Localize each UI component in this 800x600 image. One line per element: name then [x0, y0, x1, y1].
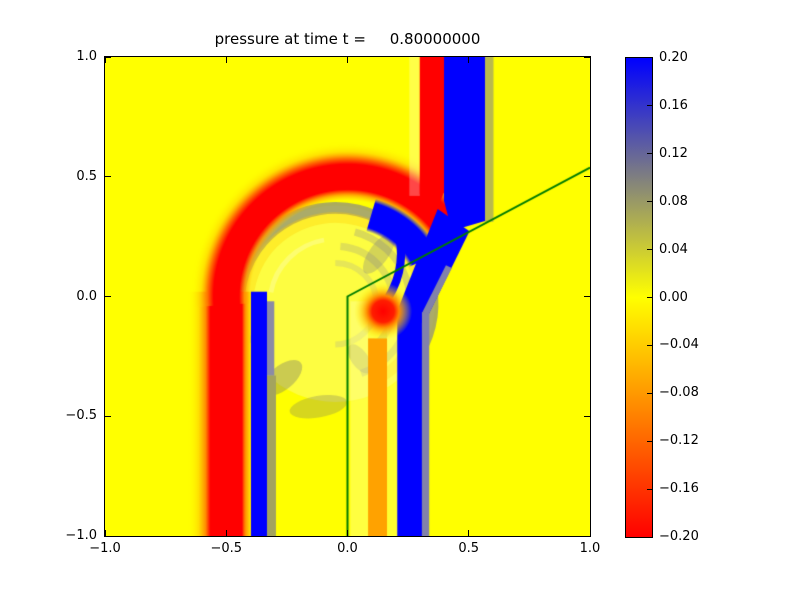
y-tick-label: 0.0: [76, 288, 97, 304]
pressure-heatmap-canvas: [105, 57, 590, 536]
colorbar-tick: [647, 153, 652, 155]
y-tick: [584, 56, 590, 58]
x-tick: [589, 57, 591, 63]
y-tick-label: 1.0: [76, 49, 97, 64]
colorbar-tick: [647, 440, 652, 442]
colorbar-tick-label: −0.08: [659, 385, 699, 401]
colorbar-tick-label: 0.08: [659, 193, 688, 209]
y-tick-label: −1.0: [65, 528, 97, 543]
colorbar-tick: [647, 392, 652, 394]
colorbar: [625, 57, 653, 538]
colorbar-tick-label: 0.00: [659, 289, 688, 305]
y-tick: [105, 535, 111, 537]
x-tick: [225, 530, 227, 536]
colorbar-tick-label: 0.12: [659, 145, 688, 161]
colorbar-tick-label: −0.20: [659, 529, 699, 544]
x-tick-label: 0.0: [337, 541, 358, 556]
y-tick: [584, 415, 590, 417]
x-tick-label: −1.0: [89, 541, 121, 556]
y-tick: [105, 56, 111, 58]
plot-area: [104, 56, 591, 537]
y-tick: [105, 296, 111, 297]
colorbar-tick-label: 0.20: [659, 50, 688, 65]
colorbar-tick-label: −0.04: [659, 337, 699, 353]
x-tick: [589, 530, 591, 536]
colorbar-tick: [647, 488, 652, 490]
x-tick: [347, 57, 348, 63]
x-tick-label: 1.0: [579, 541, 601, 556]
x-tick: [104, 530, 106, 536]
y-tick: [584, 535, 590, 537]
y-tick-label: −0.5: [65, 408, 97, 424]
y-tick: [584, 296, 590, 297]
y-tick-label: 0.5: [76, 168, 97, 184]
x-tick: [468, 57, 470, 63]
colorbar-tick-label: −0.16: [659, 481, 699, 497]
x-tick: [347, 530, 348, 536]
y-tick: [584, 176, 590, 178]
colorbar-tick-label: 0.04: [659, 241, 688, 257]
x-tick: [468, 530, 470, 536]
x-tick: [104, 57, 106, 63]
x-tick: [225, 57, 227, 63]
plot-title: pressure at time t = 0.80000000: [214, 30, 481, 48]
colorbar-tick: [647, 249, 652, 251]
x-tick-label: 0.5: [458, 541, 480, 556]
colorbar-tick: [647, 201, 652, 203]
colorbar-tick-label: −0.12: [659, 433, 699, 449]
x-tick-label: −0.5: [210, 541, 243, 556]
colorbar-tick: [647, 344, 652, 346]
y-tick: [105, 176, 111, 178]
colorbar-tick-label: 0.16: [659, 97, 688, 113]
colorbar-tick: [647, 297, 652, 298]
y-tick: [105, 415, 111, 417]
colorbar-tick: [647, 105, 652, 107]
